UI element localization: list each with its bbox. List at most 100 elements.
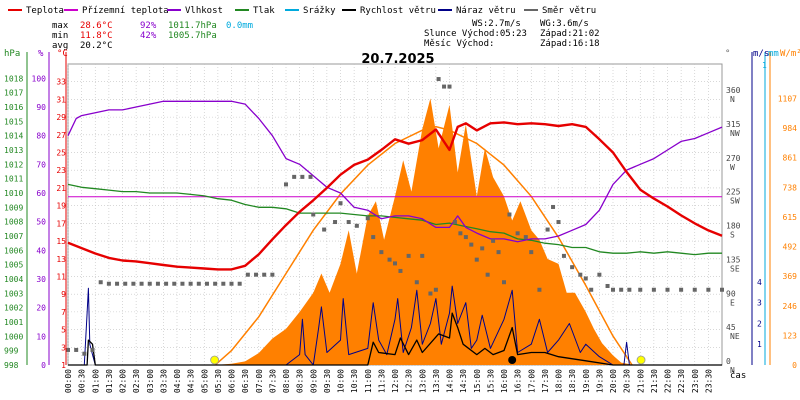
- info-moon-set: Západ:16:18: [540, 39, 600, 49]
- temperature-tick-label: 29: [56, 113, 66, 122]
- wind-speed-line: [68, 312, 722, 366]
- pressure-tick-label: 999: [4, 347, 19, 356]
- temperature-tick-label: 21: [56, 184, 66, 193]
- wind-dir-tick-label: 225: [726, 188, 741, 197]
- x-tick-label: 17:00: [527, 369, 536, 393]
- x-tick-label: 00:00: [64, 369, 73, 393]
- solar-tick-label: 246: [783, 302, 798, 311]
- info-sun: Slunce Východ:05:23: [424, 29, 527, 39]
- x-tick-label: 17:30: [541, 369, 550, 393]
- pressure-tick-label: 1015: [4, 117, 23, 126]
- wind-direction-point: [333, 220, 338, 225]
- wind-direction-point: [420, 253, 425, 258]
- x-tick-label: 18:00: [555, 369, 564, 393]
- humidity-tick-label: 40: [36, 246, 46, 255]
- x-tick-label: 12:30: [405, 369, 414, 393]
- moonset-marker: [508, 356, 517, 364]
- wind-direction-point: [474, 257, 479, 262]
- x-tick-label: 10:30: [350, 369, 359, 393]
- wind-dir-compass-label: SW: [730, 197, 740, 206]
- wind-direction-point: [583, 276, 588, 281]
- axis-head-pct: %: [38, 49, 44, 59]
- wind-dir-compass-label: S: [730, 231, 735, 240]
- wind-direction-point: [237, 281, 242, 286]
- wind-direction-point: [365, 216, 370, 221]
- axis-head-mm: mm: [768, 49, 779, 59]
- x-tick-label: 15:00: [473, 369, 482, 393]
- wind-direction-point: [308, 174, 313, 179]
- wind-speed-tick-label: 3: [757, 299, 762, 308]
- legend: Teplota Přízemní teplota Vlhkost Tlak Srážky…: [8, 6, 596, 16]
- x-tick-label: 07:00: [255, 369, 264, 393]
- wind-direction-point: [442, 84, 447, 89]
- pressure-tick-label: 1014: [4, 132, 23, 141]
- wind-direction-point: [720, 287, 724, 292]
- temperature-tick-label: 13: [56, 255, 66, 264]
- temperature-tick-label: 23: [56, 166, 66, 175]
- wind-direction-point: [433, 287, 438, 292]
- x-tick-label: 05:00: [200, 369, 209, 393]
- humidity-tick-label: 70: [36, 160, 46, 169]
- solar-tick-label: 0: [792, 361, 797, 370]
- solar-radiation-area: [68, 98, 722, 366]
- pressure-tick-label: 1008: [4, 218, 23, 227]
- humidity-tick-label: 30: [36, 275, 46, 284]
- temperature-tick-label: 5: [61, 326, 66, 335]
- x-tick-label: 11:00: [364, 369, 373, 393]
- wind-direction-point: [371, 235, 376, 240]
- temperature-tick-label: 17: [56, 219, 66, 228]
- solar-tick-label: 123: [783, 331, 798, 340]
- wind-direction-point: [284, 182, 288, 187]
- wind-direction-point: [311, 212, 316, 217]
- wind-direction-point: [115, 281, 120, 286]
- x-tick-label: 03:30: [159, 369, 168, 393]
- wind-direction-point: [414, 280, 419, 285]
- x-tick-label: 10:00: [337, 369, 346, 393]
- wind-direction-point: [469, 242, 474, 247]
- humidity-tick-label: 80: [36, 132, 46, 141]
- axis-head-hpa: hPa: [4, 49, 20, 59]
- wind-dir-compass-label: NW: [730, 129, 740, 138]
- legend-item-label: Teplota: [26, 6, 64, 16]
- wind-direction-point: [515, 231, 520, 236]
- sunrise-marker: [210, 355, 220, 365]
- wind-direction-point: [213, 281, 218, 286]
- chart-lines: [66, 77, 724, 366]
- x-tick-label: 14:00: [446, 369, 455, 393]
- wind-dir-tick-label: 315: [726, 120, 741, 129]
- stat-min-hum: 42%: [140, 31, 157, 41]
- pressure-tick-label: 1007: [4, 232, 23, 241]
- solar-tick-label: 369: [783, 272, 798, 281]
- wind-direction-point: [82, 351, 87, 356]
- wind-direction-point: [270, 272, 275, 277]
- stat-min-press: 1005.7hPa: [168, 31, 217, 41]
- legend-item-label: Přízemní teplota: [82, 6, 169, 16]
- wind-direction-point: [155, 281, 160, 286]
- wind-direction-point: [480, 246, 485, 251]
- pressure-tick-label: 1016: [4, 103, 23, 112]
- temperature-tick-label: 15: [56, 237, 66, 246]
- wind-direction-point: [436, 77, 441, 82]
- x-tick-label: 04:30: [187, 369, 196, 393]
- temperature-tick-label: 3: [61, 343, 66, 352]
- x-tick-label: 09:30: [323, 369, 332, 393]
- x-tick-label: 19:30: [595, 369, 604, 393]
- x-tick-label: 02:00: [119, 369, 128, 393]
- wind-direction-point: [463, 235, 468, 240]
- wind-speed-tick-label: 4: [757, 278, 762, 287]
- x-tick-label: 01:30: [105, 369, 114, 393]
- wind-direction-point: [458, 231, 463, 236]
- wind-direction-point: [221, 281, 226, 286]
- wind-dir-tick-label: 0: [726, 357, 731, 366]
- solar-tick-label: 738: [783, 183, 798, 192]
- info-moon: Měsíc Východ:: [424, 39, 494, 49]
- wind-direction-point: [537, 287, 542, 292]
- wind-direction-point: [597, 272, 602, 277]
- wind-direction-point: [692, 287, 697, 292]
- x-tick-label: 01:00: [91, 369, 100, 393]
- x-tick-label: 20:00: [609, 369, 618, 393]
- info-ws: WS:2.7m/s: [472, 19, 521, 29]
- wind-direction-point: [556, 220, 561, 225]
- wind-speed-tick-label: 1: [757, 340, 762, 349]
